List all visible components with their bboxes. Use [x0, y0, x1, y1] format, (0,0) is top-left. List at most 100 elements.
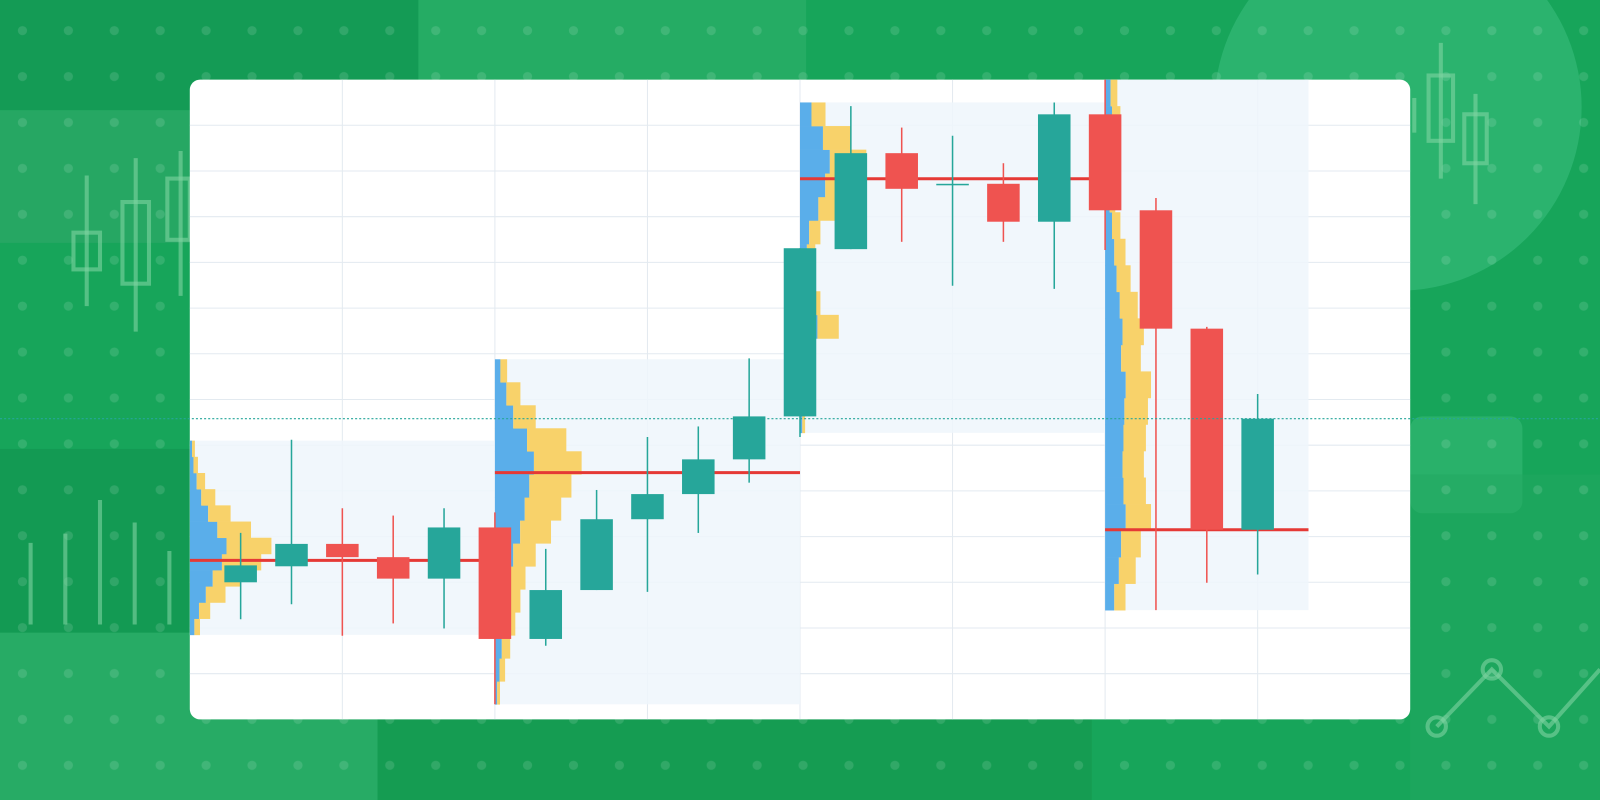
profile-bin-buy: [1105, 318, 1123, 346]
profile-bin-buy: [189, 618, 195, 636]
profile-bin-sell: [513, 543, 536, 567]
candle-body: [885, 153, 918, 189]
profile-bin: [189, 586, 226, 603]
profile-bin-sell: [1123, 477, 1146, 505]
candle: [224, 532, 257, 620]
candle-body: [732, 416, 766, 460]
profile-bin: [494, 497, 562, 521]
profile-bin-sell: [1122, 450, 1144, 478]
candle: [783, 248, 817, 437]
profile-bin-buy: [1105, 238, 1115, 266]
profile-bin-sell: [193, 456, 198, 474]
profile-bin-buy: [189, 537, 227, 555]
profile-bin-buy: [1105, 424, 1124, 452]
profile-bin: [189, 505, 231, 522]
candle: [427, 508, 461, 629]
candle-body: [1190, 328, 1224, 530]
profile-bin: [1105, 530, 1141, 558]
candle-body: [1139, 210, 1173, 329]
profile-bin-sell: [208, 505, 231, 522]
profile-bin-sell: [508, 566, 526, 590]
profile-bin-buy: [1105, 265, 1117, 293]
profile-bin-sell: [499, 658, 506, 682]
profile-bin: [800, 102, 826, 127]
profile-bin: [800, 126, 852, 150]
candle-body: [427, 527, 461, 579]
profile-bin-sell: [817, 314, 839, 339]
profile-bin: [1105, 424, 1146, 452]
profile-bin-buy: [800, 220, 810, 245]
plot-area: [189, 79, 1411, 720]
profile-bin: [494, 681, 500, 705]
profile-bin-sell: [513, 405, 536, 429]
profile-bin: [1105, 291, 1138, 319]
candle: [834, 106, 868, 250]
profile-bin-sell: [529, 474, 572, 498]
profile-bin-sell: [192, 440, 195, 458]
profile-bin-sell: [500, 359, 508, 383]
profile-bin: [1105, 371, 1152, 399]
profile-bin-sell: [809, 220, 821, 245]
profile-bin-sell: [194, 618, 200, 636]
profile-bin-buy: [494, 658, 500, 682]
candle-body: [682, 459, 715, 495]
profile-bin-sell: [217, 521, 252, 539]
profile-bin-sell: [501, 635, 511, 659]
candle: [1139, 197, 1173, 611]
profile-bin-sell: [506, 382, 521, 406]
profile-bin: [1105, 212, 1121, 240]
candle: [529, 548, 563, 646]
profile-bin-buy: [189, 440, 193, 458]
profile-bin-sell: [520, 520, 552, 544]
profile-bin-buy: [494, 405, 514, 429]
candle: [1037, 102, 1071, 289]
profile-bin-buy: [494, 382, 507, 406]
profile-bin-buy: [189, 505, 209, 522]
profile-bin-buy: [1105, 583, 1115, 611]
profile-bin-buy: [494, 635, 502, 659]
profile-bin-sell: [811, 102, 826, 127]
profile-bin: [494, 382, 521, 406]
candle-body: [631, 494, 664, 520]
profile-bin-sell: [1124, 397, 1148, 425]
candle-body: [987, 183, 1020, 222]
profile-bin: [189, 521, 252, 539]
profile-bin-buy: [1105, 212, 1112, 240]
profile-bin-sell: [1118, 557, 1136, 584]
profile-bin-sell: [1116, 265, 1131, 293]
profile-bin-buy: [494, 474, 530, 498]
profile-bin-buy: [189, 472, 197, 490]
profile-bin-buy: [800, 196, 819, 221]
profile-bin-sell: [822, 126, 852, 150]
profile-bin-sell: [524, 497, 562, 521]
candle-body: [376, 557, 410, 579]
candle: [478, 512, 512, 705]
candle: [987, 163, 1020, 242]
profile-bin: [494, 359, 508, 383]
candle-body: [936, 183, 969, 186]
candle-body: [529, 590, 563, 639]
profile-bin: [189, 456, 198, 474]
profile-bin-buy: [494, 451, 534, 475]
profile-bin: [494, 405, 536, 429]
profile-bin: [1105, 450, 1144, 478]
profile-bin-sell: [205, 586, 226, 603]
profile-bin-sell: [802, 409, 806, 434]
profile-bin-sell: [1119, 291, 1138, 319]
profile-bin-buy: [189, 489, 202, 506]
profile-bin-sell: [201, 489, 216, 506]
profile-bin-buy: [189, 586, 206, 603]
candle-body: [1241, 418, 1274, 530]
candle: [275, 439, 308, 605]
profile-bin-buy: [189, 570, 213, 587]
profile-bin-buy: [1105, 450, 1123, 478]
profile-bin-sell: [527, 428, 567, 452]
profile-bin-buy: [1105, 530, 1122, 558]
profile-bin: [1105, 265, 1131, 293]
profile-bin: [494, 428, 567, 452]
candle-body: [783, 248, 817, 417]
profile-bin: [1105, 583, 1126, 611]
candle: [376, 515, 410, 624]
candle-body: [478, 527, 512, 639]
